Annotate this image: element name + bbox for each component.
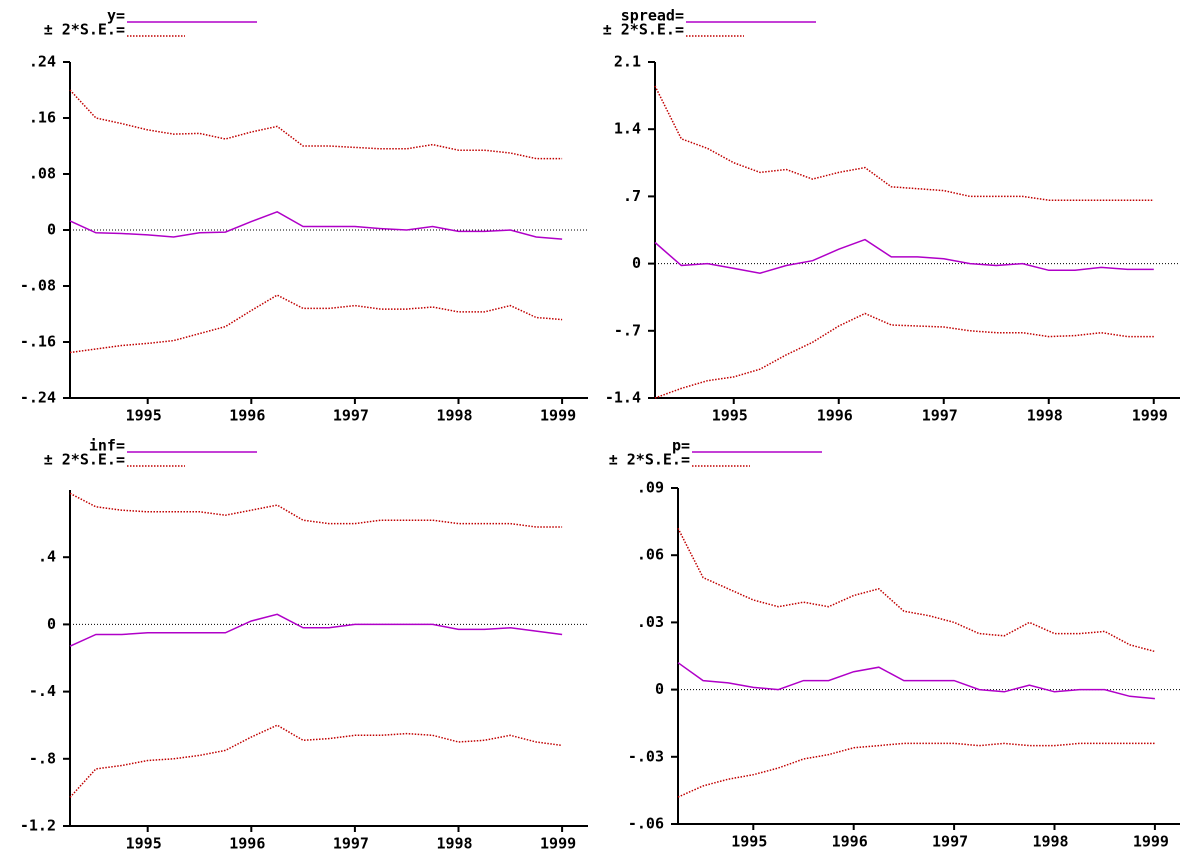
x-tick-label: 1995 — [126, 407, 162, 425]
x-tick-label: 1998 — [436, 835, 472, 853]
y-tick-label: -.08 — [20, 277, 56, 295]
y-tick-label: -.7 — [614, 321, 641, 339]
x-tick-label: 1998 — [1027, 407, 1063, 425]
lower-band — [69, 294, 563, 354]
y-tick-label: 0 — [47, 221, 56, 239]
y-tick-label: .7 — [623, 187, 641, 205]
y-tick-label: -1.2 — [20, 817, 56, 835]
x-tick-label: 1999 — [1132, 407, 1168, 425]
lower-band — [654, 312, 1154, 399]
y-tick-label: -.16 — [20, 333, 56, 351]
x-tick-label: 1995 — [712, 407, 748, 425]
upper-band — [69, 492, 563, 528]
y-tick-label: .03 — [637, 613, 664, 631]
lower-band — [69, 724, 563, 798]
legend-label: p= — [672, 437, 690, 455]
legend-label: y= — [107, 7, 125, 25]
x-tick-label: 1997 — [932, 833, 968, 851]
response-line — [69, 210, 563, 240]
y-tick-label: .24 — [29, 53, 56, 71]
legend-label: ± 2*S.E.= — [603, 21, 684, 39]
x-tick-label: 1997 — [333, 407, 369, 425]
x-tick-label: 1999 — [540, 407, 576, 425]
upper-band — [677, 527, 1156, 653]
legend-label: inf= — [89, 437, 125, 455]
upper-band — [654, 85, 1154, 201]
x-tick-label: 1995 — [126, 835, 162, 853]
x-tick-label: 1997 — [922, 407, 958, 425]
x-tick-label: 1995 — [731, 833, 767, 851]
y-tick-label: .08 — [29, 165, 56, 183]
y-tick-label: -1.4 — [605, 389, 641, 407]
response-line — [654, 238, 1154, 274]
y-tick-label: .16 — [29, 109, 56, 127]
response-line — [677, 662, 1155, 700]
y-tick-label: -.24 — [20, 389, 56, 407]
x-tick-label: 1996 — [832, 833, 868, 851]
y-tick-label: .06 — [637, 546, 664, 564]
lower-band — [677, 742, 1155, 798]
x-tick-label: 1996 — [229, 835, 265, 853]
x-tick-label: 1999 — [1133, 833, 1169, 851]
upper-band — [69, 89, 563, 160]
x-tick-label: 1997 — [333, 835, 369, 853]
x-tick-label: 1998 — [1032, 833, 1068, 851]
y-tick-label: .09 — [637, 479, 664, 497]
y-tick-label: .4 — [38, 548, 56, 566]
y-tick-label: -.8 — [29, 749, 56, 767]
x-tick-label: 1996 — [817, 407, 853, 425]
y-tick-label: 0 — [655, 680, 664, 698]
y-tick-label: -.03 — [628, 747, 664, 765]
response-line — [69, 613, 563, 647]
legend-label: ± 2*S.E.= — [44, 21, 125, 39]
legend-label: ± 2*S.E.= — [44, 451, 125, 469]
y-tick-label: -.4 — [29, 682, 56, 700]
y-tick-label: 2.1 — [614, 53, 641, 71]
y-tick-label: 0 — [47, 615, 56, 633]
legend-label: ± 2*S.E.= — [609, 451, 690, 469]
x-tick-label: 1998 — [436, 407, 472, 425]
legend-label: spread= — [621, 7, 684, 25]
x-tick-label: 1999 — [540, 835, 576, 853]
y-tick-label: 0 — [632, 254, 641, 272]
y-tick-label: -.06 — [628, 815, 664, 833]
x-tick-label: 1996 — [229, 407, 265, 425]
y-tick-label: 1.4 — [614, 120, 641, 138]
